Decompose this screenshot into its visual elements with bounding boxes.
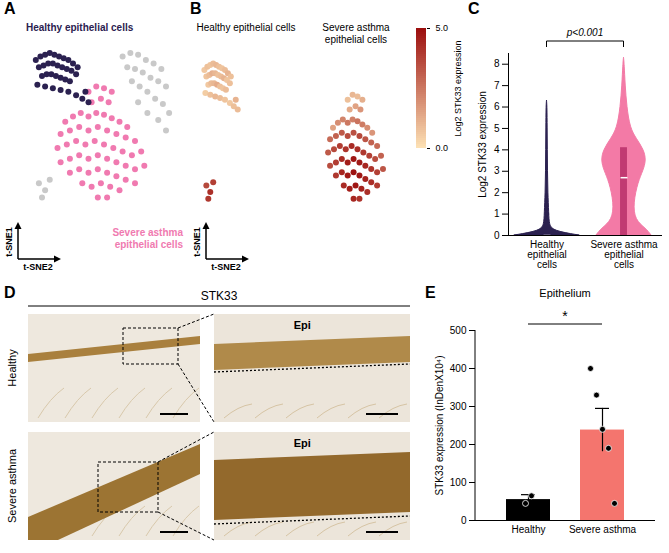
svg-text:100: 100 [450, 477, 467, 488]
svg-text:STK33: STK33 [201, 289, 238, 303]
html-text:E: E [425, 284, 436, 301]
svg-text:Epi: Epi [294, 437, 311, 449]
svg-text:Severe asthma: Severe asthma [6, 448, 18, 523]
svg-text:t-SNE1: t-SNE1 [192, 227, 202, 257]
svg-text:t-SNE1: t-SNE1 [4, 227, 14, 257]
svg-text:0: 0 [494, 230, 500, 241]
svg-text:500: 500 [450, 325, 467, 336]
html-text:Healthy epithelial cells: Healthy epithelial cells [26, 22, 134, 33]
svg-text:1: 1 [494, 208, 500, 219]
svg-text:Epi: Epi [294, 319, 311, 331]
svg-text:Healthyepithelialcells: Healthyepithelialcells [527, 239, 566, 270]
svg-text:Log2 STK33 expression: Log2 STK33 expression [477, 91, 488, 198]
svg-text:0.0: 0.0 [436, 143, 449, 153]
svg-text:Severe asthma: Severe asthma [569, 524, 637, 535]
html-text:Severe asthma epithelial cells: Severe asthma epithelial cells [112, 227, 183, 250]
html-text:C: C [468, 0, 480, 17]
html-text:Epithelium: Epithelium [539, 287, 591, 299]
svg-text:Log2 STK33 expression: Log2 STK33 expression [453, 40, 463, 136]
svg-text:Healthy: Healthy [512, 524, 546, 535]
svg-text:Severe asthmaepithelialcells: Severe asthmaepithelialcells [590, 239, 658, 270]
svg-text:6: 6 [494, 101, 500, 112]
svg-text:5.0: 5.0 [436, 23, 449, 33]
svg-text:4: 4 [494, 144, 500, 155]
svg-text:7: 7 [494, 80, 500, 91]
svg-text:3: 3 [494, 165, 500, 176]
html-text:B: B [190, 0, 202, 17]
svg-text:0: 0 [461, 515, 467, 526]
svg-text:8: 8 [494, 58, 500, 69]
html-text:Severe asthma epithelial cells: Severe asthma epithelial cells [322, 22, 390, 45]
svg-text:Healthy: Healthy [6, 349, 18, 387]
svg-text:5: 5 [494, 123, 500, 134]
svg-text:t-SNE2: t-SNE2 [23, 262, 53, 272]
svg-text:400: 400 [450, 363, 467, 374]
html-text:A: A [4, 0, 16, 17]
html-text:D: D [4, 284, 16, 301]
svg-text:STK33 expression (InDenX10⁴): STK33 expression (InDenX10⁴) [434, 356, 445, 496]
svg-text:300: 300 [450, 401, 467, 412]
svg-text:p<0.001: p<0.001 [566, 27, 603, 38]
svg-text:200: 200 [450, 439, 467, 450]
html-text:Healthy epithelial cells: Healthy epithelial cells [196, 22, 296, 33]
svg-text:2: 2 [494, 187, 500, 198]
svg-text:*: * [562, 308, 568, 324]
svg-text:t-SNE2: t-SNE2 [211, 262, 241, 272]
